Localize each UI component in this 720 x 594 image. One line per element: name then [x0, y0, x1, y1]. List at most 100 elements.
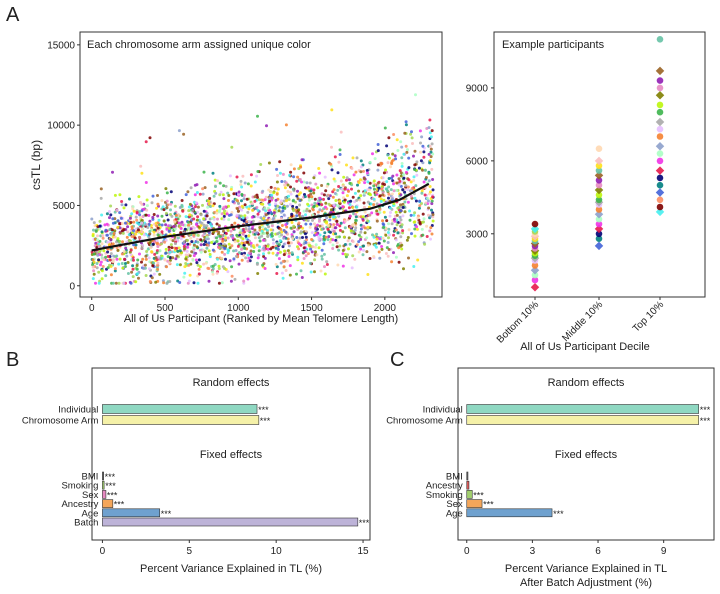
panel-a-point	[390, 161, 394, 165]
panel-a-point	[186, 190, 190, 194]
panel-a-point	[137, 223, 141, 226]
panel-a-point	[278, 250, 282, 254]
panel-a-point	[141, 243, 145, 247]
panel-a-point	[197, 258, 201, 262]
panel-a-point	[145, 198, 149, 202]
panel-a-point	[222, 229, 225, 233]
panel-a-point	[284, 269, 288, 272]
panel-a-point	[239, 244, 243, 248]
panel-b-x-ticks: 0 5 10 15	[100, 540, 369, 557]
panel-a-point	[262, 252, 265, 256]
panel-a-point	[292, 224, 296, 228]
panel-a-point	[390, 197, 394, 201]
panel-a-point	[122, 281, 126, 285]
panel-a-point	[132, 243, 136, 247]
panel-a-point	[213, 178, 217, 182]
panel-c-bar	[466, 404, 699, 414]
panel-a-point	[215, 271, 219, 275]
panel-a-point	[101, 234, 105, 238]
panel-b-significance: ***	[161, 509, 172, 519]
panel-a-point	[111, 260, 115, 264]
panel-a-point	[328, 215, 332, 219]
panel-a-point	[406, 200, 410, 204]
panel-a-point	[208, 252, 212, 256]
panel-a-point	[410, 130, 413, 134]
panel-a-point	[341, 252, 345, 256]
panel-a-point	[194, 223, 198, 226]
panel-a-point	[401, 231, 405, 235]
panel-a-point	[251, 219, 255, 223]
panel-a-point	[267, 251, 271, 255]
panel-a-point	[422, 155, 426, 159]
panel-a-point	[380, 162, 384, 166]
panel-a-point	[269, 228, 273, 232]
panel-a-point	[359, 238, 363, 241]
panel-a-point	[259, 232, 263, 236]
panel-a-point	[226, 191, 230, 195]
panel-a-point	[263, 267, 267, 270]
panel-a-point	[197, 272, 201, 276]
panel-a-point	[140, 219, 144, 222]
panel-a-point	[169, 202, 173, 206]
panel-a-point	[398, 179, 402, 183]
panel-a-point	[158, 249, 162, 253]
panel-a-point	[187, 279, 191, 283]
panel-a-point	[280, 233, 284, 237]
panel-a-point	[230, 223, 234, 227]
panel-a-point	[156, 194, 159, 197]
panel-a-point	[122, 206, 126, 210]
panel-a-point	[416, 216, 420, 220]
panel-a-point	[367, 188, 371, 192]
panel-a-point	[92, 221, 96, 225]
panel-a-point	[346, 239, 350, 243]
panel-a-points	[90, 93, 435, 285]
panel-a-point	[140, 230, 144, 234]
panel-a-point	[418, 129, 422, 133]
panel-a-point	[270, 193, 274, 197]
panel-a-point	[386, 231, 390, 234]
panel-a-point	[370, 211, 374, 215]
panel-a-point	[148, 232, 152, 236]
panel-a-point	[399, 218, 403, 222]
panel-a-point	[286, 190, 290, 193]
panel-a-point	[227, 218, 231, 222]
panel-a-point	[217, 210, 221, 214]
panel-a-point	[320, 248, 324, 252]
panel-a-point	[217, 264, 221, 268]
panel-a-point	[138, 213, 142, 217]
panel-b-bar	[102, 490, 107, 499]
panel-a-point	[373, 243, 377, 247]
panel-a-point	[386, 189, 390, 193]
panel-a-point	[204, 261, 208, 265]
panel-a-point	[392, 233, 396, 237]
panel-a-x-tick-label: 500	[157, 303, 174, 314]
panel-a-point	[140, 209, 144, 213]
panel-a-examples-point	[656, 133, 664, 140]
panel-a-point	[188, 254, 192, 258]
panel-a-annotation: Each chromosome arm assigned unique colo…	[87, 39, 311, 51]
panel-a-point	[220, 250, 224, 254]
panel-a-point	[221, 239, 225, 243]
panel-a-point	[196, 233, 200, 237]
panel-a-point	[384, 252, 388, 255]
panel-b-bar-label: Age	[82, 508, 99, 519]
panel-a-point	[402, 267, 405, 271]
panel-a-point	[170, 246, 174, 250]
panel-a-point	[113, 267, 117, 271]
panel-a-point	[196, 215, 200, 219]
panel-a-point	[178, 206, 182, 209]
panel-a-point	[395, 188, 398, 192]
panel-label-b: B	[6, 349, 19, 371]
panel-a-point	[426, 196, 429, 200]
panel-a-point	[196, 263, 200, 267]
panel-a-point	[347, 206, 351, 210]
panel-a-point	[322, 193, 326, 197]
panel-a-point	[226, 248, 230, 252]
panel-a-point	[297, 208, 301, 212]
panel-a-point	[386, 161, 390, 165]
panel-a-point	[407, 156, 411, 160]
panel-a-point	[304, 241, 308, 244]
panel-a-point	[249, 173, 253, 177]
panel-a-point	[313, 258, 317, 262]
panel-a-point	[284, 123, 288, 127]
